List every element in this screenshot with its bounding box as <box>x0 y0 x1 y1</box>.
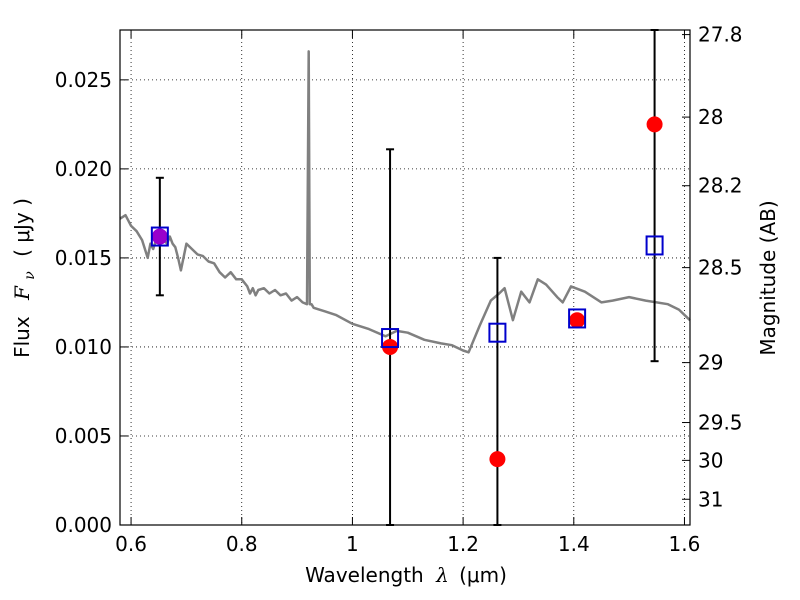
y2-tick-label: 27.8 <box>698 23 743 47</box>
x-axis-label: Wavelength λ (μm) <box>305 563 507 587</box>
y2-tick-label: 28 <box>698 105 723 129</box>
x-tick-label: 0.8 <box>226 532 258 556</box>
y2-tick-label: 31 <box>698 487 723 511</box>
x-tick-label: 1.2 <box>447 532 479 556</box>
y-tick-label: 0.010 <box>55 335 112 359</box>
x-tick-label: 1.4 <box>558 532 590 556</box>
y-axis-label: Flux F ν ( μJy ) <box>10 198 39 358</box>
y-tick-label: 0.025 <box>55 68 112 92</box>
y2-axis-label: Magnitude (AB) <box>756 200 780 355</box>
y-tick-label: 0.020 <box>55 157 112 181</box>
x-tick-label: 0.6 <box>115 532 147 556</box>
model-photometry-point <box>150 226 169 247</box>
grid-lines <box>120 30 690 526</box>
y2-tick-label: 28.2 <box>698 174 743 198</box>
plot-frame <box>119 29 691 526</box>
y2-tick-label: 29 <box>698 351 723 375</box>
axis-ticks: 0.6 0.8 1 1.2 1.4 1.6 0.000 0.005 0.010 0.015 0.02… <box>55 23 743 556</box>
y2-tick-label: 30 <box>698 448 723 472</box>
observed-points <box>151 116 663 468</box>
observed-point <box>646 116 663 133</box>
y2-tick-label: 29.5 <box>698 411 743 435</box>
observed-point <box>489 451 506 468</box>
model-photometry-points <box>150 226 664 349</box>
y-tick-label: 0.005 <box>55 424 112 448</box>
model-spectrum <box>119 50 691 354</box>
x-tick-label: 1.6 <box>669 532 701 556</box>
observed-point <box>151 228 168 245</box>
model-photometry-point <box>381 328 400 349</box>
model-photometry-point <box>645 235 664 256</box>
error-bars <box>155 29 659 526</box>
model-photometry-point <box>488 322 507 343</box>
model-photometry-point <box>568 308 587 329</box>
y2-tick-label: 28.5 <box>698 256 743 280</box>
y-tick-label: 0.000 <box>55 513 112 537</box>
observed-point <box>569 312 586 329</box>
spectrum-line <box>119 50 691 354</box>
x-tick-label: 1 <box>346 532 359 556</box>
y-tick-label: 0.015 <box>55 246 112 270</box>
